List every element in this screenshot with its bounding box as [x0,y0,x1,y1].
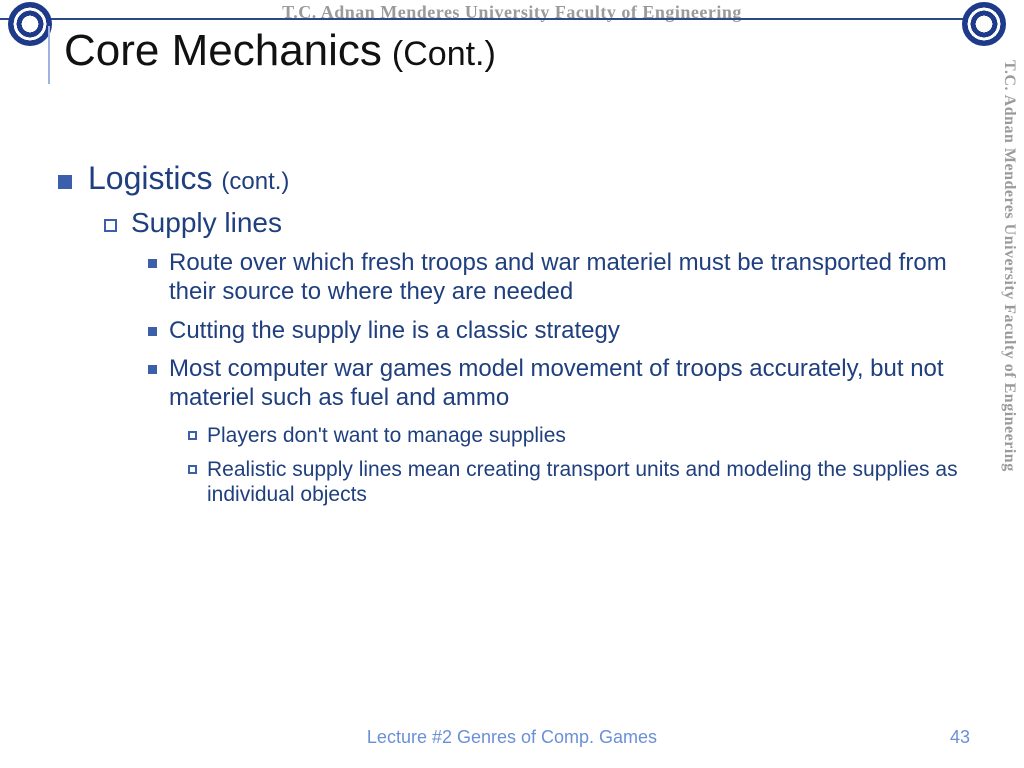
small-open-square-bullet-icon [188,465,197,474]
header-rule [0,18,984,20]
side-watermark-text: T.C. Adnan Menderes University Faculty o… [1000,60,1018,472]
title-main: Core Mechanics [64,26,382,76]
small-square-bullet-icon [148,259,157,268]
small-open-square-bullet-icon [188,431,197,440]
small-square-bullet-icon [148,327,157,336]
square-bullet-icon [58,175,72,189]
lvl3-text: Most computer war games model movement o… [169,355,964,413]
side-watermark: T.C. Adnan Menderes University Faculty o… [998,60,1020,720]
lvl3-text: Cutting the supply line is a classic str… [169,317,620,346]
lvl1-text: Logistics (cont.) [88,160,289,197]
bullet-lvl1: Logistics (cont.) [58,160,964,197]
lvl4-text: Players don't want to manage supplies [207,423,566,449]
lvl3-text: Route over which fresh troops and war ma… [169,249,964,307]
footer-text: Lecture #2 Genres of Comp. Games [0,727,1024,748]
lvl4-text: Realistic supply lines mean creating tra… [207,457,964,508]
bullet-lvl3: Route over which fresh troops and war ma… [148,249,964,307]
university-seal-left-icon [8,2,52,46]
slide-body: Logistics (cont.) Supply lines Route ove… [58,160,964,516]
bullet-lvl4: Realistic supply lines mean creating tra… [188,457,964,508]
lvl1-main: Logistics [88,160,213,196]
faculty-seal-right-icon [962,2,1006,46]
bullet-lvl4: Players don't want to manage supplies [188,423,964,449]
bullet-lvl2: Supply lines [104,207,964,239]
title-cont: (Cont.) [392,35,496,74]
bullet-lvl3: Most computer war games model movement o… [148,355,964,413]
bullet-lvl3: Cutting the supply line is a classic str… [148,317,964,346]
lvl1-sub: (cont.) [221,168,289,195]
slide-title: Core Mechanics (Cont.) [48,26,964,84]
lvl2-text: Supply lines [131,207,282,239]
small-square-bullet-icon [148,365,157,374]
open-square-bullet-icon [104,219,117,232]
slide: T.C. Adnan Menderes University Faculty o… [0,0,1024,768]
page-number: 43 [950,727,970,748]
